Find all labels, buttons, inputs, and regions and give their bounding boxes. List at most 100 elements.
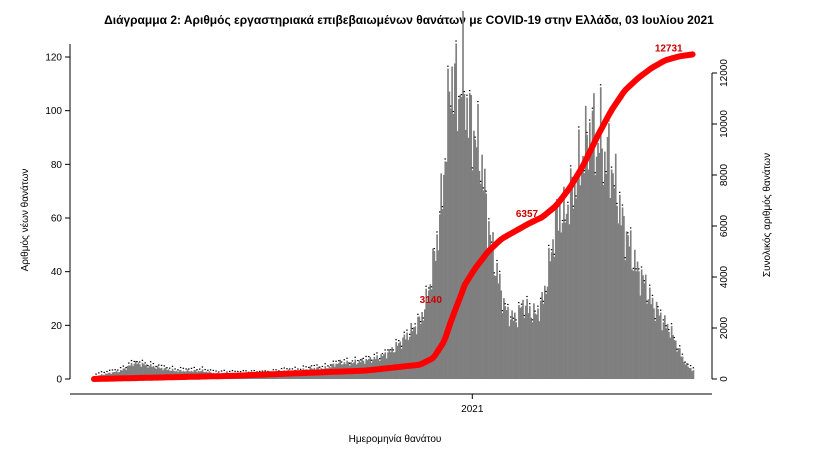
y-tick-label: 120 <box>45 53 62 64</box>
value-dot <box>534 310 536 312</box>
daily-bar <box>683 361 685 379</box>
daily-bar <box>627 235 629 379</box>
value-dot <box>471 167 474 169</box>
daily-bar <box>527 313 530 379</box>
daily-bar <box>659 312 662 379</box>
value-dot <box>199 368 201 370</box>
daily-bar <box>470 95 473 379</box>
daily-bar <box>119 370 122 379</box>
value-dot <box>537 305 539 307</box>
value-dot <box>561 219 564 222</box>
daily-bar <box>413 327 415 379</box>
daily-bar <box>147 367 149 379</box>
daily-bar <box>598 152 601 379</box>
value-dot <box>662 319 665 321</box>
daily-bar <box>115 370 118 379</box>
daily-bar <box>485 193 488 379</box>
value-dot <box>149 361 152 363</box>
daily-bar <box>434 260 437 379</box>
daily-bar <box>617 223 620 379</box>
daily-bar <box>614 153 617 379</box>
daily-bar <box>437 250 440 379</box>
daily-bar <box>658 315 661 379</box>
value-dot <box>679 345 681 347</box>
daily-bar <box>524 305 527 379</box>
value-dot <box>409 333 411 335</box>
daily-bar <box>478 170 481 379</box>
daily-bar <box>462 10 464 379</box>
value-dot <box>670 323 673 325</box>
daily-bar <box>676 351 678 379</box>
daily-bar <box>443 174 445 379</box>
daily-bar <box>163 368 166 379</box>
value-dot <box>613 185 615 187</box>
daily-bar <box>164 367 167 379</box>
value-dot <box>411 327 414 330</box>
daily-bar <box>388 349 391 379</box>
daily-bar <box>567 204 569 379</box>
daily-bar <box>575 198 578 379</box>
daily-bar <box>670 326 673 379</box>
value-dot <box>400 345 403 347</box>
value-dot <box>163 365 165 367</box>
value-dot <box>381 352 384 355</box>
value-dot <box>599 84 602 86</box>
daily-bar <box>666 323 669 379</box>
daily-bar <box>531 322 534 379</box>
daily-bar <box>519 307 522 379</box>
daily-value-dots <box>95 40 695 375</box>
value-dot <box>166 367 168 369</box>
value-dot <box>627 232 629 234</box>
value-dot <box>425 285 427 287</box>
y2-axis-label: Συνολικός αριθμός θανάτων <box>761 153 773 277</box>
value-dot <box>267 370 269 372</box>
value-dot <box>629 227 632 229</box>
value-dot <box>368 355 370 358</box>
value-dot <box>354 356 356 358</box>
daily-bar <box>650 304 653 379</box>
daily-bar <box>444 161 447 379</box>
daily-bar <box>402 337 404 379</box>
value-dot <box>681 353 684 355</box>
cumulative-annotation: 6357 <box>516 209 539 220</box>
value-dot <box>654 318 656 320</box>
value-dot <box>619 191 621 193</box>
daily-bar <box>539 300 542 379</box>
y-tick-label: 60 <box>51 214 63 225</box>
daily-bar <box>130 362 133 379</box>
daily-bar <box>422 320 425 379</box>
daily-bar <box>599 87 602 380</box>
y2-tick-label: 10000 <box>719 110 730 138</box>
daily-bar <box>655 301 658 379</box>
value-dot <box>122 365 125 367</box>
value-dot <box>278 370 280 372</box>
daily-bar <box>680 356 683 379</box>
value-dot <box>299 368 302 370</box>
value-dot <box>259 370 261 372</box>
value-dot <box>578 126 580 128</box>
value-dot <box>182 367 185 369</box>
value-dot <box>542 300 545 302</box>
value-dot <box>169 367 171 369</box>
daily-bar <box>590 149 593 379</box>
value-dot <box>589 119 591 121</box>
value-dot <box>507 303 509 306</box>
daily-bar <box>612 173 614 379</box>
daily-bar <box>692 370 695 379</box>
value-dot <box>676 348 678 350</box>
daily-bar <box>167 369 170 379</box>
daily-bar <box>139 364 141 379</box>
daily-bar <box>563 186 565 379</box>
daily-bar <box>623 216 625 379</box>
daily-bar <box>553 256 556 379</box>
daily-bar <box>452 113 455 380</box>
value-dot <box>632 267 635 269</box>
value-dot <box>147 364 149 367</box>
value-dot <box>485 190 487 192</box>
daily-bar <box>638 271 640 379</box>
daily-bar <box>406 332 408 379</box>
y2-tick-label: 0 <box>719 376 730 382</box>
value-dot <box>649 284 651 286</box>
daily-bar <box>624 260 627 379</box>
daily-bar <box>417 316 419 379</box>
